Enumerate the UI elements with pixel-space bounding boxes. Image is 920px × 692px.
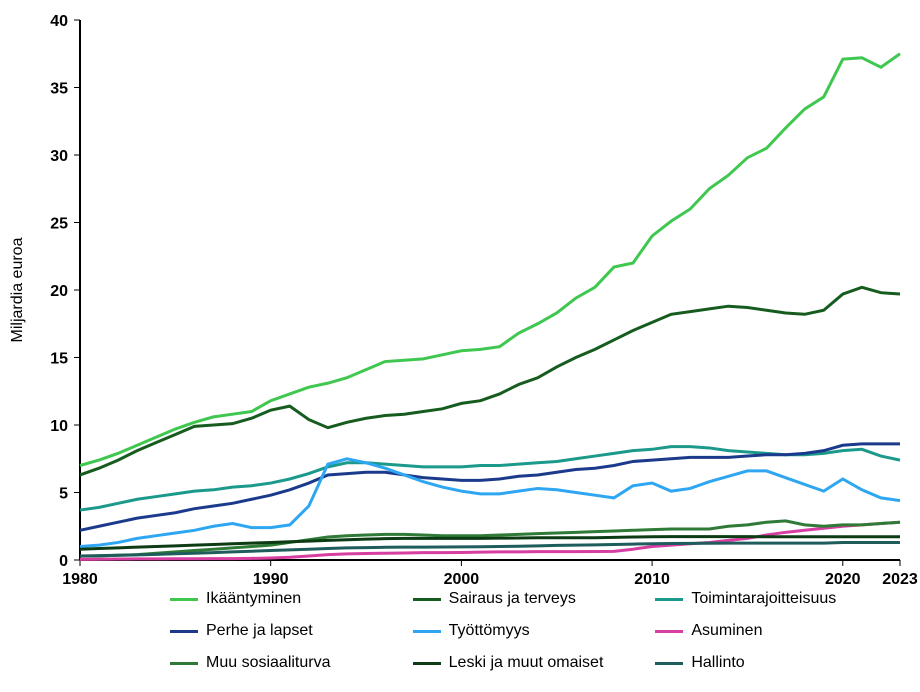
x-tick-label: 1980: [62, 571, 98, 588]
y-tick-label: 35: [50, 81, 68, 98]
legend-item-leski: Leski ja muut omaiset: [413, 654, 648, 672]
y-tick-label: 5: [59, 486, 68, 503]
series-sair: [80, 287, 900, 475]
legend-item-hall: Hallinto: [655, 654, 890, 672]
legend-label: Ikääntyminen: [206, 590, 301, 608]
line-chart-svg: 0 5 10 15 20 25 30 35 40 1980 1990 2000 2010 2020 2023…: [0, 0, 920, 692]
legend-swatch: [170, 630, 198, 633]
legend-label: Työttömyys: [449, 622, 530, 640]
legend-label: Perhe ja lapset: [206, 622, 313, 640]
chart-container: 0 5 10 15 20 25 30 35 40 1980 1990 2000 2010 2020 2023…: [0, 0, 920, 692]
y-tick-label: 0: [59, 553, 68, 570]
legend-swatch: [170, 598, 198, 601]
x-tick-label: 2023: [882, 571, 918, 588]
x-tick-label: 2010: [634, 571, 670, 588]
legend-item-tyot: Työttömyys: [413, 622, 648, 640]
legend-swatch: [655, 598, 683, 601]
legend-label: Leski ja muut omaiset: [449, 654, 604, 672]
y-tick-label: 25: [50, 216, 68, 233]
legend-item-asum: Asuminen: [655, 622, 890, 640]
y-tick-label: 40: [50, 13, 68, 30]
y-axis-title: Miljardia euroa: [9, 237, 26, 342]
legend-swatch: [170, 662, 198, 665]
legend-swatch: [655, 630, 683, 633]
legend: Ikääntyminen Sairaus ja terveys Toimintara…: [170, 590, 890, 672]
series-ikaa: [80, 54, 900, 466]
legend-item-muu: Muu sosiaaliturva: [170, 654, 405, 672]
legend-swatch: [413, 598, 441, 601]
legend-swatch: [413, 662, 441, 665]
legend-item-sair: Sairaus ja terveys: [413, 590, 648, 608]
legend-item-perhe: Perhe ja lapset: [170, 622, 405, 640]
y-tick-label: 15: [50, 351, 68, 368]
x-tick-label: 2000: [444, 571, 480, 588]
legend-swatch: [413, 630, 441, 633]
y-tick-label: 20: [50, 283, 68, 300]
legend-label: Toimintarajoitteisuus: [691, 590, 836, 608]
legend-label: Hallinto: [691, 654, 744, 672]
y-tick-label: 10: [50, 418, 68, 435]
legend-item-ikaa: Ikääntyminen: [170, 590, 405, 608]
legend-swatch: [655, 662, 683, 665]
x-tick-label: 2020: [825, 571, 861, 588]
series-perhe: [80, 444, 900, 530]
legend-label: Asuminen: [691, 622, 762, 640]
legend-label: Muu sosiaaliturva: [206, 654, 331, 672]
legend-label: Sairaus ja terveys: [449, 590, 576, 608]
y-tick-label: 30: [50, 148, 68, 165]
legend-item-toim: Toimintarajoitteisuus: [655, 590, 890, 608]
x-tick-label: 1990: [253, 571, 289, 588]
